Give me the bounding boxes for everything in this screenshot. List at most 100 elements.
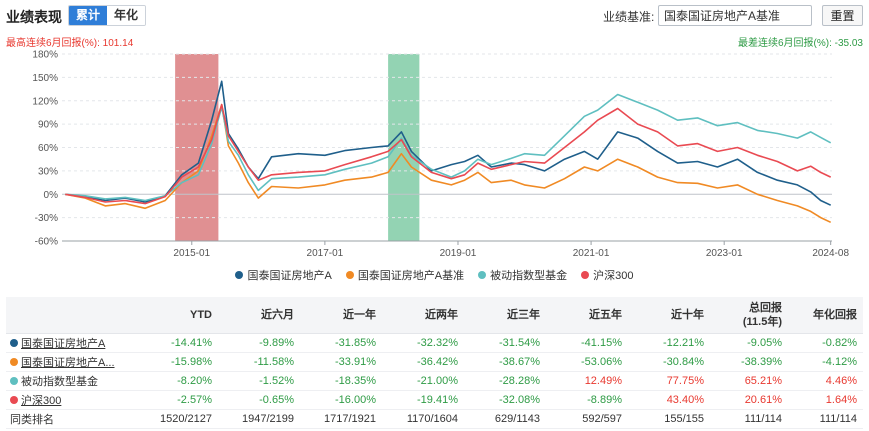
legend-dot-icon bbox=[345, 271, 354, 279]
y-tick-label: 30% bbox=[38, 166, 58, 177]
tab-cumulative[interactable]: 累计 bbox=[69, 6, 108, 25]
legend-item[interactable]: 被动指数型基金 bbox=[478, 267, 567, 283]
value-cell: 629/1143 bbox=[464, 409, 546, 429]
value-cell: 155/155 bbox=[628, 409, 710, 429]
column-header: 近六月 bbox=[218, 297, 300, 334]
column-header: 总回报 (11.5年) bbox=[710, 297, 788, 334]
column-header: 近十年 bbox=[628, 297, 710, 334]
x-tick-label: 2021-01 bbox=[573, 248, 610, 259]
row-name-cell[interactable]: 沪深300 bbox=[6, 390, 136, 410]
value-cell: -36.42% bbox=[382, 352, 464, 372]
value-cell: -9.89% bbox=[218, 333, 300, 353]
series-dot-icon bbox=[10, 396, 18, 404]
legend-dot-icon bbox=[235, 271, 244, 279]
legend-item[interactable]: 国泰国证房地产A bbox=[235, 267, 332, 283]
column-header: 近一年 bbox=[300, 297, 382, 334]
value-cell: -53.06% bbox=[546, 352, 628, 372]
value-cell: 77.75% bbox=[628, 371, 710, 391]
value-cell: -11.58% bbox=[218, 352, 300, 372]
value-cell: -0.65% bbox=[218, 390, 300, 410]
value-cell: -31.85% bbox=[300, 333, 382, 353]
y-tick-label: 90% bbox=[38, 120, 58, 131]
legend-item[interactable]: 沪深300 bbox=[581, 267, 634, 283]
row-name-cell[interactable]: 国泰国证房地产A... bbox=[6, 352, 136, 372]
value-cell: -18.35% bbox=[300, 371, 382, 391]
x-tick-label: 2015-01 bbox=[173, 248, 210, 259]
column-header bbox=[6, 297, 136, 334]
legend-label: 国泰国证房地产A bbox=[247, 270, 332, 282]
value-cell: 1717/1921 bbox=[300, 409, 382, 429]
value-cell: -32.32% bbox=[382, 333, 464, 353]
row-name[interactable]: 国泰国证房地产A bbox=[21, 337, 106, 350]
column-header: 近三年 bbox=[464, 297, 546, 334]
row-name: 同类排名 bbox=[10, 413, 54, 426]
row-name: 被动指数型基金 bbox=[21, 375, 98, 388]
section-title: 业绩表现 bbox=[6, 9, 62, 25]
column-header: YTD bbox=[136, 297, 218, 334]
y-tick-label: -60% bbox=[35, 237, 58, 248]
value-cell: 1170/1604 bbox=[382, 409, 464, 429]
value-cell: -38.67% bbox=[464, 352, 546, 372]
value-cell: -15.98% bbox=[136, 352, 218, 372]
column-header: 近两年 bbox=[382, 297, 464, 334]
value-cell: -8.89% bbox=[546, 390, 628, 410]
y-tick-label: 60% bbox=[38, 143, 58, 154]
legend-dot-icon bbox=[478, 271, 487, 279]
row-name-cell[interactable]: 国泰国证房地产A bbox=[6, 333, 136, 353]
benchmark-input[interactable] bbox=[658, 5, 812, 26]
value-cell: -32.08% bbox=[464, 390, 546, 410]
x-tick-label: 2017-01 bbox=[307, 248, 344, 259]
value-cell: -16.00% bbox=[300, 390, 382, 410]
value-cell: -9.05% bbox=[710, 333, 788, 353]
value-cell: 65.21% bbox=[710, 371, 788, 391]
legend-item[interactable]: 国泰国证房地产A基准 bbox=[345, 267, 464, 283]
header: 业绩表现 累计 年化 业绩基准: 重置 bbox=[0, 0, 869, 30]
row-name[interactable]: 国泰国证房地产A... bbox=[21, 356, 115, 369]
chart-legend: 国泰国证房地产A 国泰国证房地产A基准 被动指数型基金 沪深300 bbox=[0, 267, 869, 283]
row-name-cell: 被动指数型基金 bbox=[6, 371, 136, 391]
series-line-2[interactable] bbox=[65, 93, 832, 202]
min-6m-return: 最差连续6月回报(%): -35.03 bbox=[737, 38, 863, 49]
x-tick-label: 2024-08 bbox=[812, 248, 849, 259]
value-cell: -33.91% bbox=[300, 352, 382, 372]
legend-label: 沪深300 bbox=[593, 270, 634, 282]
value-cell: -41.15% bbox=[546, 333, 628, 353]
value-cell: 1947/2199 bbox=[218, 409, 300, 429]
value-cell: -38.39% bbox=[710, 352, 788, 372]
x-tick-label: 2023-01 bbox=[706, 248, 743, 259]
value-cell: -28.28% bbox=[464, 371, 546, 391]
value-cell: -14.41% bbox=[136, 333, 218, 353]
performance-chart[interactable]: 180% 150% 120% 90% 60% 30% 0% -30% -60% 2015-01 20… bbox=[0, 44, 869, 264]
table-row: 沪深300 -2.57% -0.65% -16.00% -19.41% -32.08% -8… bbox=[6, 390, 863, 410]
column-header: 近五年 bbox=[546, 297, 628, 334]
table-row: 国泰国证房地产A -14.41% -9.89% -31.85% -32.32% -31.5… bbox=[6, 333, 863, 353]
value-cell: 592/597 bbox=[546, 409, 628, 429]
row-name[interactable]: 沪深300 bbox=[21, 394, 62, 407]
legend-dot-icon bbox=[581, 271, 590, 279]
value-cell: -12.21% bbox=[628, 333, 710, 353]
value-cell: 4.46% bbox=[788, 371, 863, 391]
value-cell: -2.57% bbox=[136, 390, 218, 410]
y-tick-label: -30% bbox=[35, 213, 58, 224]
y-tick-label: 180% bbox=[32, 50, 58, 61]
value-cell: 12.49% bbox=[546, 371, 628, 391]
value-cell: -30.84% bbox=[628, 352, 710, 372]
series-dot-icon bbox=[10, 377, 18, 385]
table-row: 被动指数型基金 -8.20% -1.52% -18.35% -21.00% -28.28%… bbox=[6, 371, 863, 391]
y-tick-label: 0% bbox=[44, 190, 59, 201]
value-cell: -4.12% bbox=[788, 352, 863, 372]
table-header-row: YTD 近六月 近一年 近两年 近三年 近五年 近十年 总回报 (11.5年) 年化回报 bbox=[6, 297, 863, 334]
series-line-0[interactable] bbox=[65, 80, 832, 206]
value-cell: -31.54% bbox=[464, 333, 546, 353]
value-cell: 20.61% bbox=[710, 390, 788, 410]
performance-table: YTD 近六月 近一年 近两年 近三年 近五年 近十年 总回报 (11.5年) 年化回报 国泰国证… bbox=[6, 297, 863, 429]
value-cell: 1520/2127 bbox=[136, 409, 218, 429]
reset-button[interactable]: 重置 bbox=[822, 5, 863, 26]
legend-label: 被动指数型基金 bbox=[490, 270, 568, 282]
table-row: 同类排名 1520/2127 1947/2199 1717/1921 1170/1604… bbox=[6, 409, 863, 429]
tab-annualized[interactable]: 年化 bbox=[107, 6, 146, 25]
value-cell: -19.41% bbox=[382, 390, 464, 410]
series-line-3[interactable] bbox=[65, 103, 832, 205]
x-tick-label: 2019-01 bbox=[440, 248, 477, 259]
value-cell: -1.52% bbox=[218, 371, 300, 391]
